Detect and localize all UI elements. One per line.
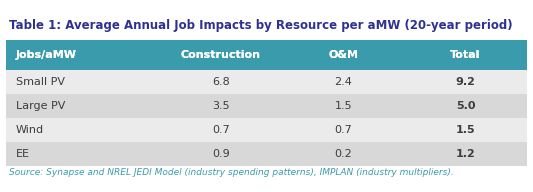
Text: O&M: O&M xyxy=(328,50,358,60)
Text: 6.8: 6.8 xyxy=(212,77,230,87)
Text: 0.2: 0.2 xyxy=(334,149,352,159)
Bar xyxy=(405,142,527,166)
Bar xyxy=(160,142,282,166)
Bar xyxy=(282,118,405,142)
Text: 0.9: 0.9 xyxy=(212,149,230,159)
Text: 0.7: 0.7 xyxy=(212,125,230,135)
Bar xyxy=(282,94,405,118)
Bar xyxy=(405,70,527,94)
Text: Source: Synapse and NREL JEDI Model (industry spending patterns), IMPLAN (indust: Source: Synapse and NREL JEDI Model (ind… xyxy=(9,168,454,177)
Text: EE: EE xyxy=(16,149,30,159)
Text: Jobs/aMW: Jobs/aMW xyxy=(16,50,77,60)
Text: Jobs/aMW: Jobs/aMW xyxy=(16,50,77,60)
Bar xyxy=(405,40,527,70)
Text: Wind: Wind xyxy=(16,125,44,135)
Text: 5.0: 5.0 xyxy=(456,101,475,111)
Text: Small PV: Small PV xyxy=(16,77,65,87)
Bar xyxy=(282,70,405,94)
Text: Table 1: Average Annual Job Impacts by Resource per aMW (20-year period): Table 1: Average Annual Job Impacts by R… xyxy=(9,19,513,32)
Bar xyxy=(405,118,527,142)
Bar xyxy=(160,70,282,94)
Bar xyxy=(405,94,527,118)
Text: 0.7: 0.7 xyxy=(334,125,352,135)
Text: Total: Total xyxy=(450,50,481,60)
Bar xyxy=(6,40,160,70)
Bar xyxy=(160,118,282,142)
Text: Total: Total xyxy=(450,50,481,60)
Text: 2.4: 2.4 xyxy=(334,77,352,87)
Text: 1.2: 1.2 xyxy=(456,149,475,159)
Bar xyxy=(160,40,282,70)
Text: O&M: O&M xyxy=(328,50,358,60)
Bar xyxy=(160,40,282,70)
Bar xyxy=(6,94,160,118)
Bar xyxy=(282,40,405,70)
Bar xyxy=(282,40,405,70)
Bar xyxy=(6,40,160,70)
Bar xyxy=(6,118,160,142)
Text: 1.5: 1.5 xyxy=(456,125,475,135)
Text: 9.2: 9.2 xyxy=(456,77,475,87)
Text: Construction: Construction xyxy=(181,50,261,60)
Bar xyxy=(6,70,160,94)
Bar xyxy=(6,142,160,166)
Text: 3.5: 3.5 xyxy=(212,101,230,111)
Text: Construction: Construction xyxy=(181,50,261,60)
Bar xyxy=(282,142,405,166)
Bar xyxy=(405,40,527,70)
Bar xyxy=(160,94,282,118)
Text: 1.5: 1.5 xyxy=(334,101,352,111)
Text: Large PV: Large PV xyxy=(16,101,66,111)
